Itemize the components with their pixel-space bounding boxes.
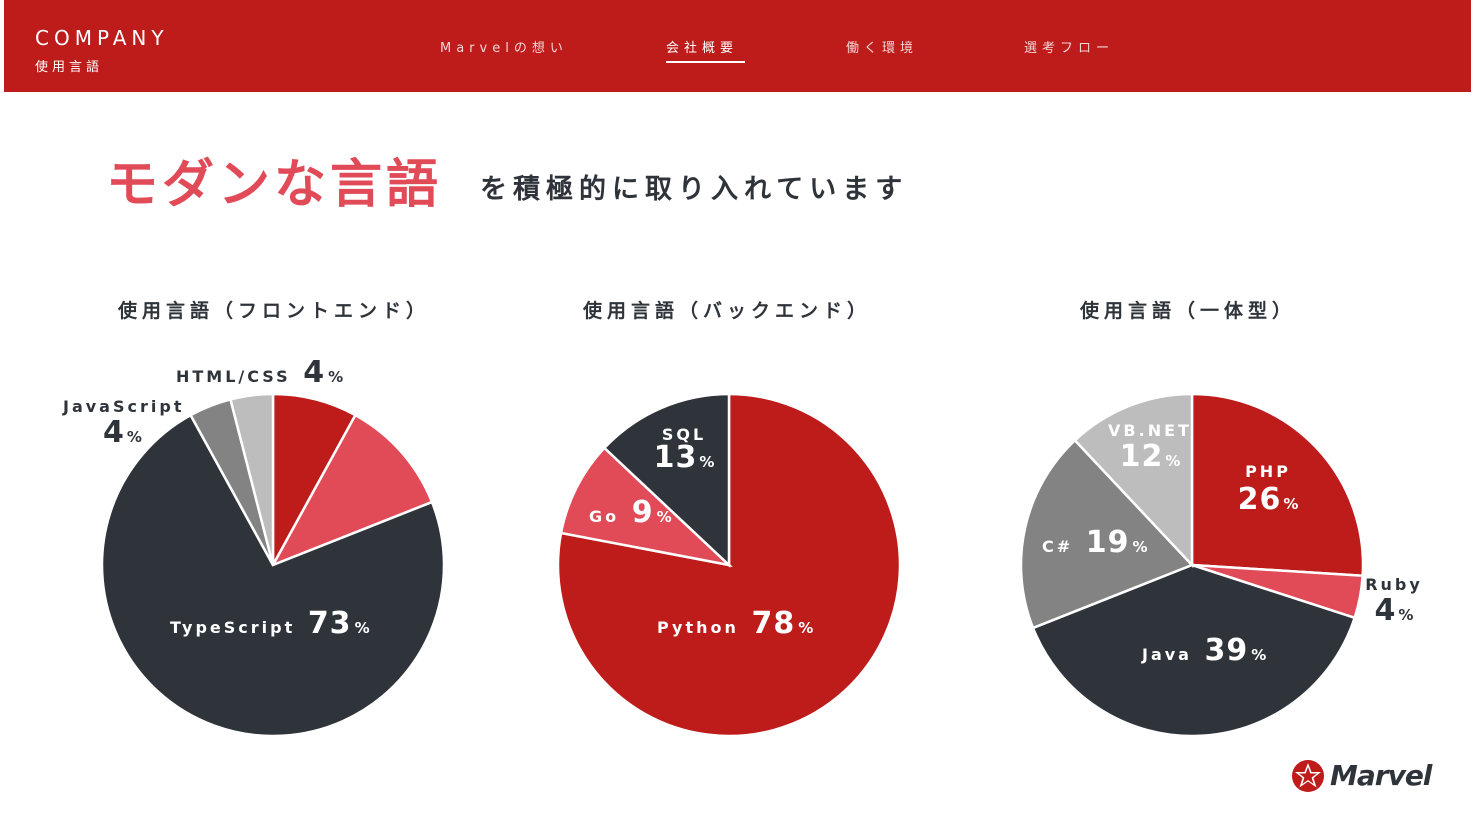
chart-title-frontend: 使用言語（フロントエンド） bbox=[118, 300, 431, 322]
pie-slice-c- bbox=[1019, 438, 1195, 630]
slice-label-name: Python 78% bbox=[657, 606, 813, 641]
pie-slice-typescript bbox=[100, 413, 446, 738]
slice-label-go: Go 9% bbox=[589, 495, 672, 530]
slice-label-c-: C# 19% bbox=[1042, 525, 1148, 560]
slice-label-name: Ruby bbox=[1365, 575, 1423, 594]
slice-label-python: Python 78% bbox=[657, 606, 813, 641]
chart-title-backend: 使用言語（バックエンド） bbox=[583, 300, 872, 322]
slice-label-name: Kotlin bbox=[68, 457, 139, 476]
slice-label-name: TypeScript 73% bbox=[170, 606, 370, 641]
star-circle-icon bbox=[1292, 760, 1324, 792]
slice-label-value: 13% bbox=[654, 440, 715, 475]
slice-label-value: 26% bbox=[1238, 482, 1299, 517]
slice-label-value: 4% bbox=[103, 415, 142, 450]
slice-label-html-css: HTML/CSS 4% bbox=[176, 355, 343, 390]
pie-slice-html-css bbox=[228, 392, 275, 566]
brand-subtitle: 使用言語 bbox=[35, 60, 104, 75]
hero-highlight: モダンな言語 bbox=[106, 155, 443, 215]
slice-label-name: JavaScript bbox=[62, 397, 184, 416]
chart-title-integrated: 使用言語（一体型） bbox=[1080, 300, 1297, 322]
nav-active-underline bbox=[666, 61, 745, 63]
slice-label-value: 8% bbox=[34, 420, 73, 455]
slice-label-name: PHP bbox=[1245, 462, 1291, 481]
pie-slice-python bbox=[556, 392, 902, 738]
slice-label-name: Java 39% bbox=[1141, 633, 1266, 668]
nav-item-selection-flow[interactable]: 選考フロー bbox=[1024, 41, 1115, 56]
header-bar: COMPANY 使用言語 Marvelの想い 会社概要 働く環境 選考フロー bbox=[4, 0, 1471, 92]
pie-slice-sql bbox=[602, 392, 731, 568]
slice-label-name: VB.NET bbox=[1108, 421, 1192, 440]
nav-item-company-overview[interactable]: 会社概要 bbox=[666, 41, 739, 56]
nav-item-marvel-thoughts[interactable]: Marvelの想い bbox=[440, 41, 568, 56]
slice-label-name: Swift bbox=[34, 408, 95, 427]
slice-label-name: HTML/CSS 4% bbox=[176, 355, 343, 390]
pie-slice-java bbox=[1031, 563, 1357, 738]
logo-text: Marvel bbox=[1330, 759, 1432, 792]
slice-label-name: C# 19% bbox=[1042, 525, 1148, 560]
slice-label-value: 12% bbox=[1120, 439, 1181, 474]
slice-label-typescript: TypeScript 73% bbox=[170, 606, 370, 641]
marvel-logo: Marvel bbox=[1290, 757, 1438, 797]
pie-slice-kotlin bbox=[270, 413, 434, 568]
pie-slice-vb-net bbox=[1073, 392, 1194, 569]
pie-slice-php bbox=[1190, 392, 1365, 578]
slice-label-name: Go 9% bbox=[589, 495, 672, 530]
hero-text: を積極的に取り入れています bbox=[480, 174, 909, 205]
brand-title: COMPANY bbox=[35, 26, 169, 50]
slice-label-java: Java 39% bbox=[1141, 633, 1266, 668]
slice-label-value: 4% bbox=[1375, 593, 1414, 628]
slice-label-name: SQL bbox=[662, 425, 706, 444]
nav-item-work-environment[interactable]: 働く環境 bbox=[846, 41, 919, 56]
pie-slice-go bbox=[559, 446, 733, 568]
